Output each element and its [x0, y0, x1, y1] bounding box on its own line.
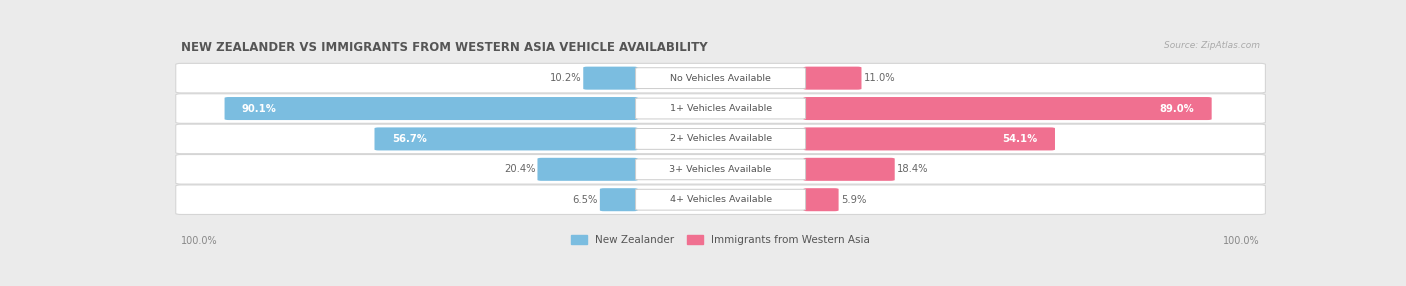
- Text: 4+ Vehicles Available: 4+ Vehicles Available: [669, 195, 772, 204]
- FancyBboxPatch shape: [803, 97, 1212, 120]
- FancyBboxPatch shape: [636, 98, 806, 119]
- FancyBboxPatch shape: [636, 128, 806, 149]
- Text: 100.0%: 100.0%: [181, 236, 218, 246]
- Text: 11.0%: 11.0%: [863, 73, 896, 83]
- Text: 54.1%: 54.1%: [1002, 134, 1038, 144]
- FancyBboxPatch shape: [803, 67, 862, 90]
- Text: 100.0%: 100.0%: [1223, 236, 1260, 246]
- Text: 89.0%: 89.0%: [1160, 104, 1194, 114]
- FancyBboxPatch shape: [803, 158, 894, 181]
- Text: 3+ Vehicles Available: 3+ Vehicles Available: [669, 165, 772, 174]
- FancyBboxPatch shape: [636, 68, 806, 89]
- FancyBboxPatch shape: [803, 127, 1054, 150]
- FancyBboxPatch shape: [583, 67, 638, 90]
- FancyBboxPatch shape: [374, 127, 638, 150]
- Text: 1+ Vehicles Available: 1+ Vehicles Available: [669, 104, 772, 113]
- FancyBboxPatch shape: [537, 158, 638, 181]
- FancyBboxPatch shape: [636, 189, 806, 210]
- Text: 20.4%: 20.4%: [503, 164, 536, 174]
- FancyBboxPatch shape: [176, 185, 1265, 214]
- FancyBboxPatch shape: [176, 94, 1265, 123]
- Text: 18.4%: 18.4%: [897, 164, 928, 174]
- Text: Source: ZipAtlas.com: Source: ZipAtlas.com: [1164, 41, 1260, 50]
- Text: 2+ Vehicles Available: 2+ Vehicles Available: [669, 134, 772, 143]
- Legend: New Zealander, Immigrants from Western Asia: New Zealander, Immigrants from Western A…: [567, 231, 875, 249]
- FancyBboxPatch shape: [600, 188, 638, 211]
- Text: No Vehicles Available: No Vehicles Available: [671, 74, 770, 83]
- FancyBboxPatch shape: [176, 63, 1265, 93]
- Text: 10.2%: 10.2%: [550, 73, 581, 83]
- FancyBboxPatch shape: [176, 154, 1265, 184]
- FancyBboxPatch shape: [225, 97, 638, 120]
- Text: NEW ZEALANDER VS IMMIGRANTS FROM WESTERN ASIA VEHICLE AVAILABILITY: NEW ZEALANDER VS IMMIGRANTS FROM WESTERN…: [181, 41, 707, 54]
- FancyBboxPatch shape: [803, 188, 838, 211]
- Text: 5.9%: 5.9%: [841, 195, 866, 205]
- Text: 90.1%: 90.1%: [242, 104, 277, 114]
- Text: 56.7%: 56.7%: [392, 134, 427, 144]
- FancyBboxPatch shape: [176, 124, 1265, 154]
- FancyBboxPatch shape: [636, 159, 806, 180]
- Text: 6.5%: 6.5%: [572, 195, 598, 205]
